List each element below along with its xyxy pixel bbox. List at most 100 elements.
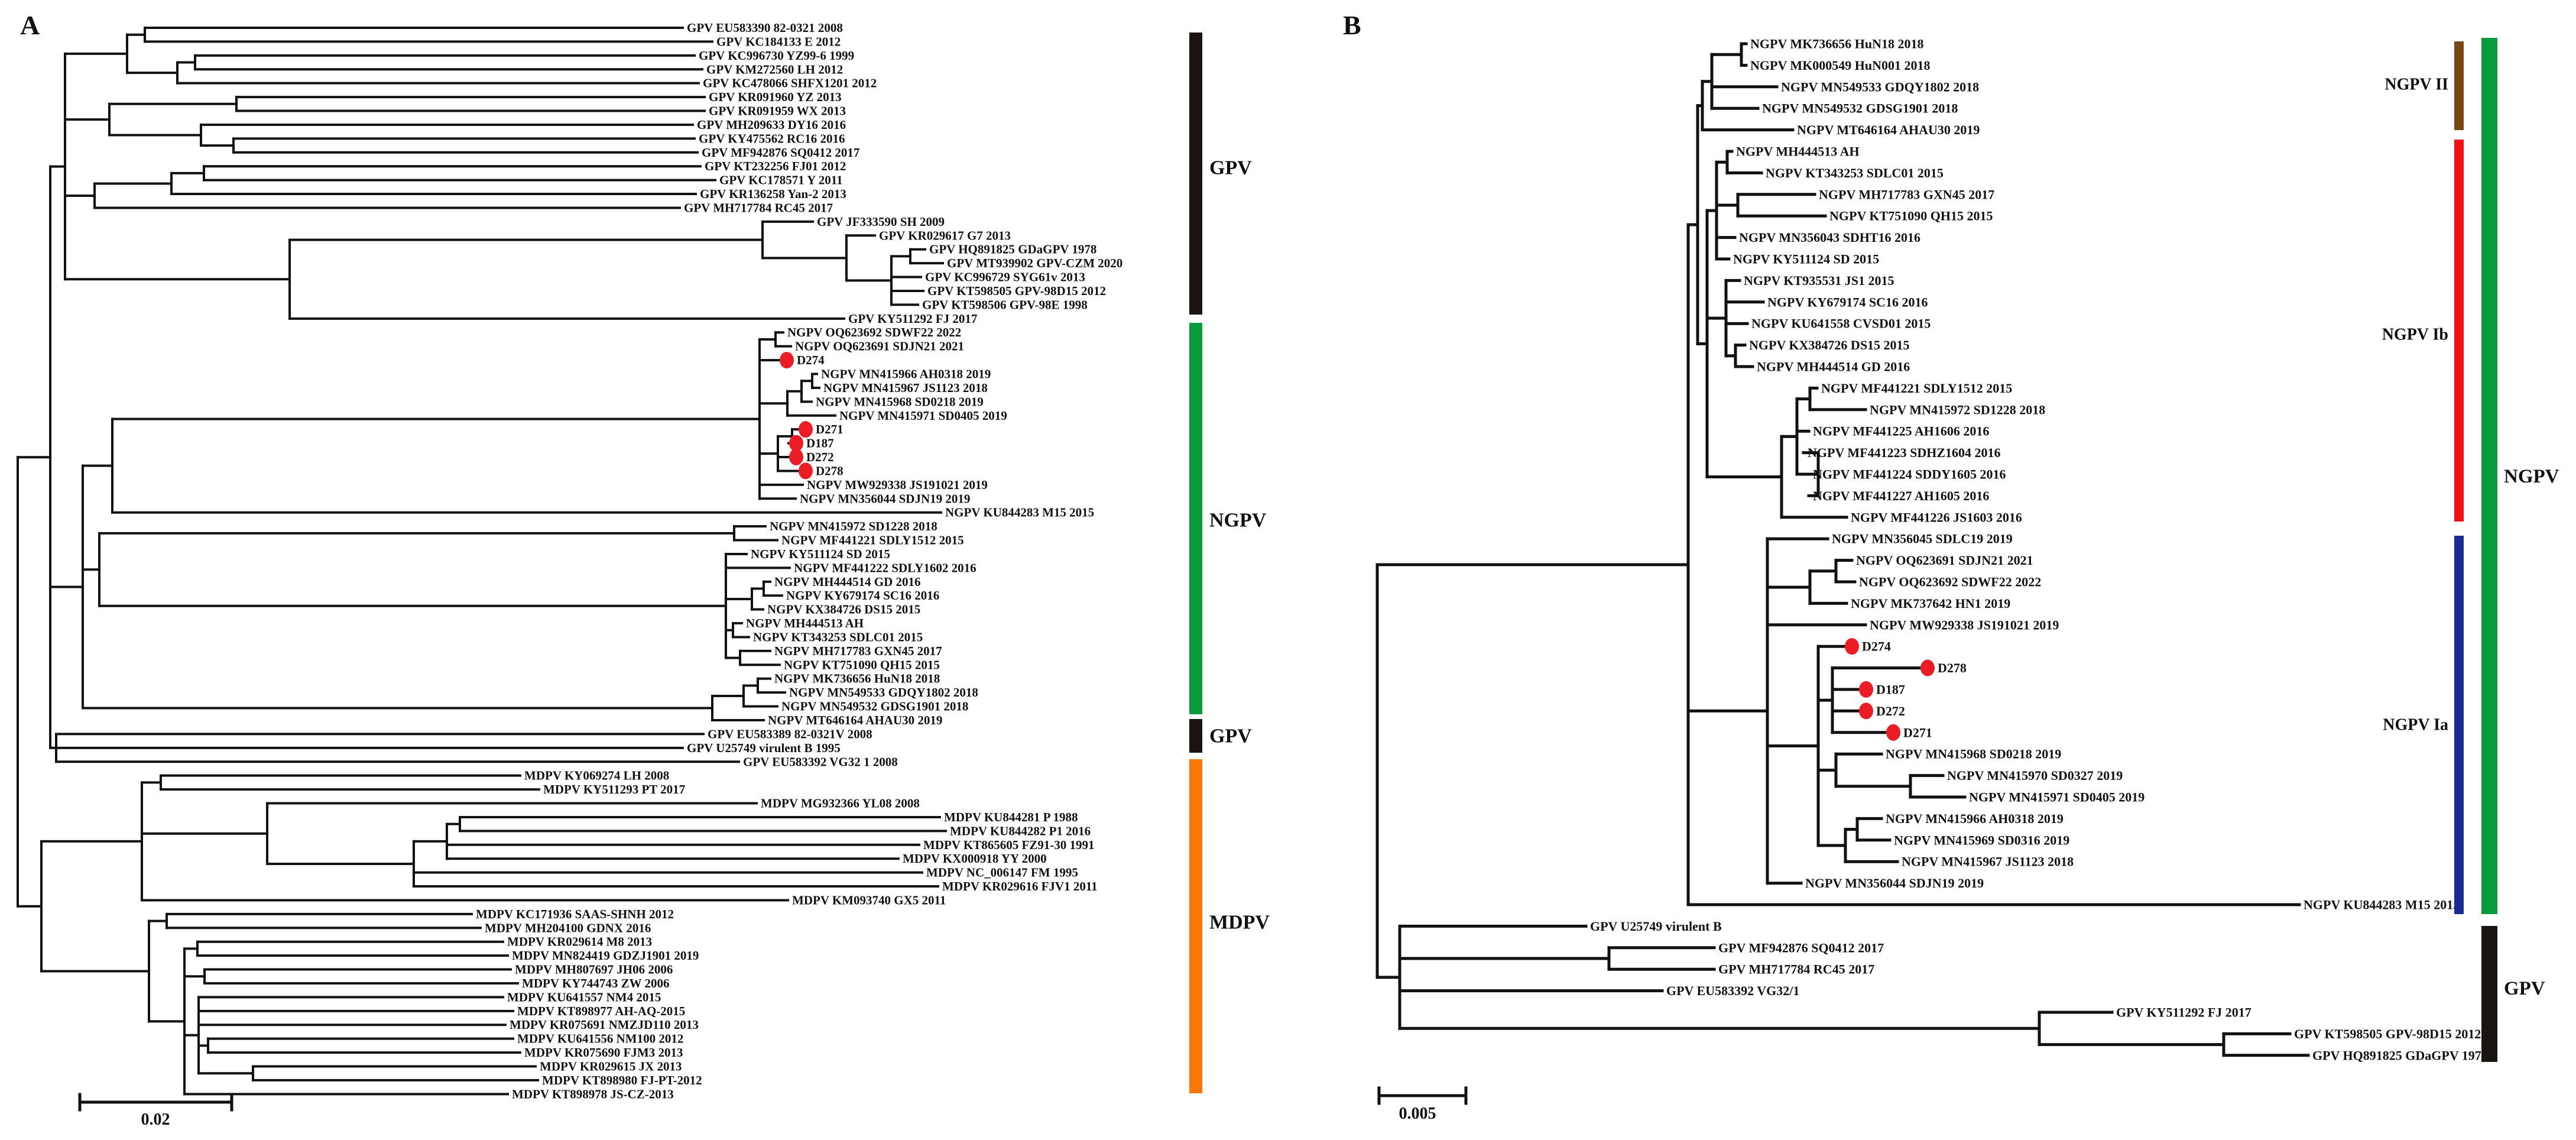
taxon-label: NGPV MN415969 SD0316 2019: [1894, 833, 2069, 847]
taxon-label: NGPV MN415972 SD1228 2018: [1870, 402, 2045, 417]
sample-marker-dot: [799, 462, 813, 480]
taxon-label: NGPV MK000549 HuN001 2018: [1750, 58, 1931, 73]
taxon-label: NGPV MN549532 GDSG1901 2018: [1762, 101, 1958, 116]
taxon-label: GPV U25749 virulent B: [1590, 919, 1722, 934]
taxon-label: NGPV MF441221 SDLY1512 2015: [1821, 381, 2012, 396]
taxon-label: NGPV MN549533 GDQY1802 2018: [1781, 79, 1979, 94]
taxon-label: GPV MH717784 RC45 2017: [684, 200, 833, 215]
taxon-label: NGPV MN356044 SDJN19 2019: [1805, 876, 1984, 890]
taxon-label: MDPV KU641557 NM4 2015: [507, 990, 661, 1004]
taxon-label: GPV EU583389 82-0321V 2008: [708, 727, 872, 741]
taxon-label: MDPV MG932366 YL08 2008: [761, 796, 920, 811]
taxon-label: NGPV MH444514 GD 2016: [774, 575, 921, 589]
scale-bar-label: 0.005: [1399, 1105, 1436, 1123]
sample-marker-dot: [789, 435, 803, 452]
taxon-label: GPV KC184133 E 2012: [716, 34, 841, 48]
taxon-label: NGPV MH444513 AH: [1736, 144, 1860, 159]
taxon-label: NGPV KX384726 DS15 2015: [1749, 338, 1910, 352]
taxon-label: NGPV MN415966 AH0318 2019: [821, 367, 991, 381]
scale-bar-label: 0.02: [141, 1110, 170, 1129]
taxon-label: MDPV KT865605 FZ91-30 1991: [923, 838, 1095, 852]
taxon-label: MDPV KT898977 AH-AQ-2015: [517, 1004, 685, 1018]
taxon-label: NGPV MN415968 SD0218 2019: [1886, 747, 2061, 762]
taxon-label: NGPV KU844283 M15 2015: [945, 506, 1094, 520]
taxon-label: MDPV KT898978 JS-CZ-2013: [512, 1087, 674, 1101]
taxon-label: NGPV MW929338 JS191021 2019: [1870, 617, 2059, 632]
taxon-label: GPV HQ891825 GDaGPV 1978: [929, 242, 1096, 257]
taxon-label: NGPV KY511124 SD 2015: [751, 547, 890, 561]
taxon-label: MDPV KU641556 NM100 2012: [517, 1032, 683, 1046]
taxon-label: NGPV MH444514 GD 2016: [1757, 360, 1910, 374]
taxon-label: NGPV KY679174 SC16 2016: [786, 588, 939, 603]
ngpv-all-bar: [2481, 38, 2497, 914]
taxon-label: MDPV KR029616 FJV1 2011: [942, 879, 1098, 893]
taxon-label: NGPV MH717783 GXN45 2017: [1819, 187, 1994, 202]
taxon-label: GPV KC996730 YZ99-6 1999: [699, 48, 854, 63]
taxon-label: GPV KY475562 RC16 2016: [699, 131, 845, 145]
taxon-label: D271: [1903, 725, 1932, 740]
taxon-label: NGPV MK737642 HN1 2019: [1851, 596, 2010, 611]
taxon-label: NGPV MN415968 SD0218 2019: [816, 394, 984, 409]
taxon-label: NGPV MH717783 GXN45 2017: [774, 644, 942, 658]
ngpv2-bar: [2454, 41, 2464, 130]
taxon-label: GPV MF942876 SQ0412 2017: [702, 145, 859, 160]
taxon-label: NGPV MN549533 GDQY1802 2018: [789, 685, 978, 699]
taxon-label: NGPV MW929338 JS191021 2019: [807, 478, 988, 492]
taxon-label: GPV EU583392 VG32/1: [1666, 983, 1799, 998]
taxon-label: GPV KT232256 FJ01 2012: [705, 159, 846, 173]
taxon-label: GPV MF942876 SQ0412 2017: [1718, 940, 1884, 955]
taxon-label: NGPV MN415971 SD0405 2019: [1969, 790, 2144, 805]
taxon-label: NGPV KT935531 JS1 2015: [1744, 273, 1894, 288]
taxon-label: NGPV KX384726 DS15 2015: [767, 603, 920, 617]
taxon-label: NGPV KY679174 SC16 2016: [1767, 294, 1928, 309]
taxon-label: GPV EU583392 VG32 1 2008: [743, 754, 898, 769]
taxon-label: NGPV MN415967 JS1123 2018: [1902, 854, 2074, 869]
clade-bar-label: NGPV Ia: [2383, 716, 2448, 734]
panel-b-letter: B: [1343, 10, 1361, 40]
taxon-label: MDPV MH204100 GDNX 2016: [485, 921, 651, 935]
taxon-label: MDPV MH807697 JH06 2006: [515, 963, 673, 977]
taxon-label: MDPV KR075690 FJM3 2013: [524, 1045, 683, 1060]
ngpv1b-bar: [2454, 140, 2464, 522]
taxon-label: MDPV KR029614 M8 2013: [507, 935, 652, 949]
gpv-bar: [2481, 926, 2497, 1062]
taxon-label: GPV MT939902 GPV-CZM 2020: [947, 256, 1122, 270]
clade-bar-label: GPV: [1209, 726, 1252, 747]
taxon-label: GPV U25749 virulent B 1995: [687, 741, 841, 755]
taxon-label: MDPV KU844281 P 1988: [944, 810, 1078, 824]
taxon-label: GPV KR136258 Yan-2 2013: [700, 187, 846, 201]
taxon-label: NGPV MH444513 AH: [746, 616, 864, 630]
taxon-label: NGPV MF441227 AH1605 2016: [1813, 488, 1989, 503]
clade-bar-label: GPV: [2504, 978, 2545, 999]
taxon-label: GPV KC478066 SHFX1201 2012: [703, 76, 877, 90]
sample-marker-dot: [799, 421, 813, 438]
ngpv-bar: [1189, 323, 1202, 714]
taxon-label: GPV KT598505 GPV-98D15 2012: [2294, 1026, 2481, 1041]
taxon-label: NGPV MN549532 GDSG1901 2018: [781, 699, 968, 714]
taxon-label: MDPV KR075691 NMZJD110 2013: [510, 1018, 699, 1032]
taxon-label: MDPV KU844282 P1 2016: [950, 824, 1091, 838]
taxon-label: NGPV MF441226 JS1603 2016: [1851, 510, 2022, 524]
taxon-label: D272: [1876, 704, 1905, 718]
taxon-label: MDPV KY511293 PT 2017: [543, 782, 685, 796]
gpv-small-bar: [1189, 719, 1202, 753]
taxon-label: MDPV KT898980 FJ-PT-2012: [542, 1073, 702, 1087]
taxon-label: NGPV MT646164 AHAU30 2019: [768, 713, 942, 727]
taxon-label: GPV MH717784 RC45 2017: [1718, 962, 1874, 977]
taxon-label: GPV KC996729 SYG61v 2013: [925, 270, 1085, 284]
taxon-label: NGPV MN415967 JS1123 2018: [823, 381, 988, 395]
taxon-label: GPV KR091960 YZ 2013: [709, 90, 842, 104]
taxon-label: D274: [797, 353, 825, 367]
clade-bar-label: NGPV II: [2384, 76, 2448, 94]
taxon-label: NGPV MK736656 HuN18 2018: [1750, 37, 1924, 51]
gpv-top-bar: [1189, 33, 1202, 315]
clade-bar-label: GPV: [1209, 157, 1252, 179]
taxon-label: NGPV OQ623692 SDWF22 2022: [1859, 575, 2041, 590]
taxon-label: GPV KC178571 Y 2011: [719, 173, 843, 187]
taxon-label: MDPV MN824419 GDZJ1901 2019: [512, 948, 699, 963]
taxon-label: GPV MH209633 DY16 2016: [697, 118, 846, 132]
taxon-label: GPV HQ891825 GDaGPV 1978: [2312, 1048, 2488, 1063]
taxon-label: MDPV KY069274 LH 2008: [524, 769, 669, 783]
taxon-label: D187: [806, 436, 834, 451]
